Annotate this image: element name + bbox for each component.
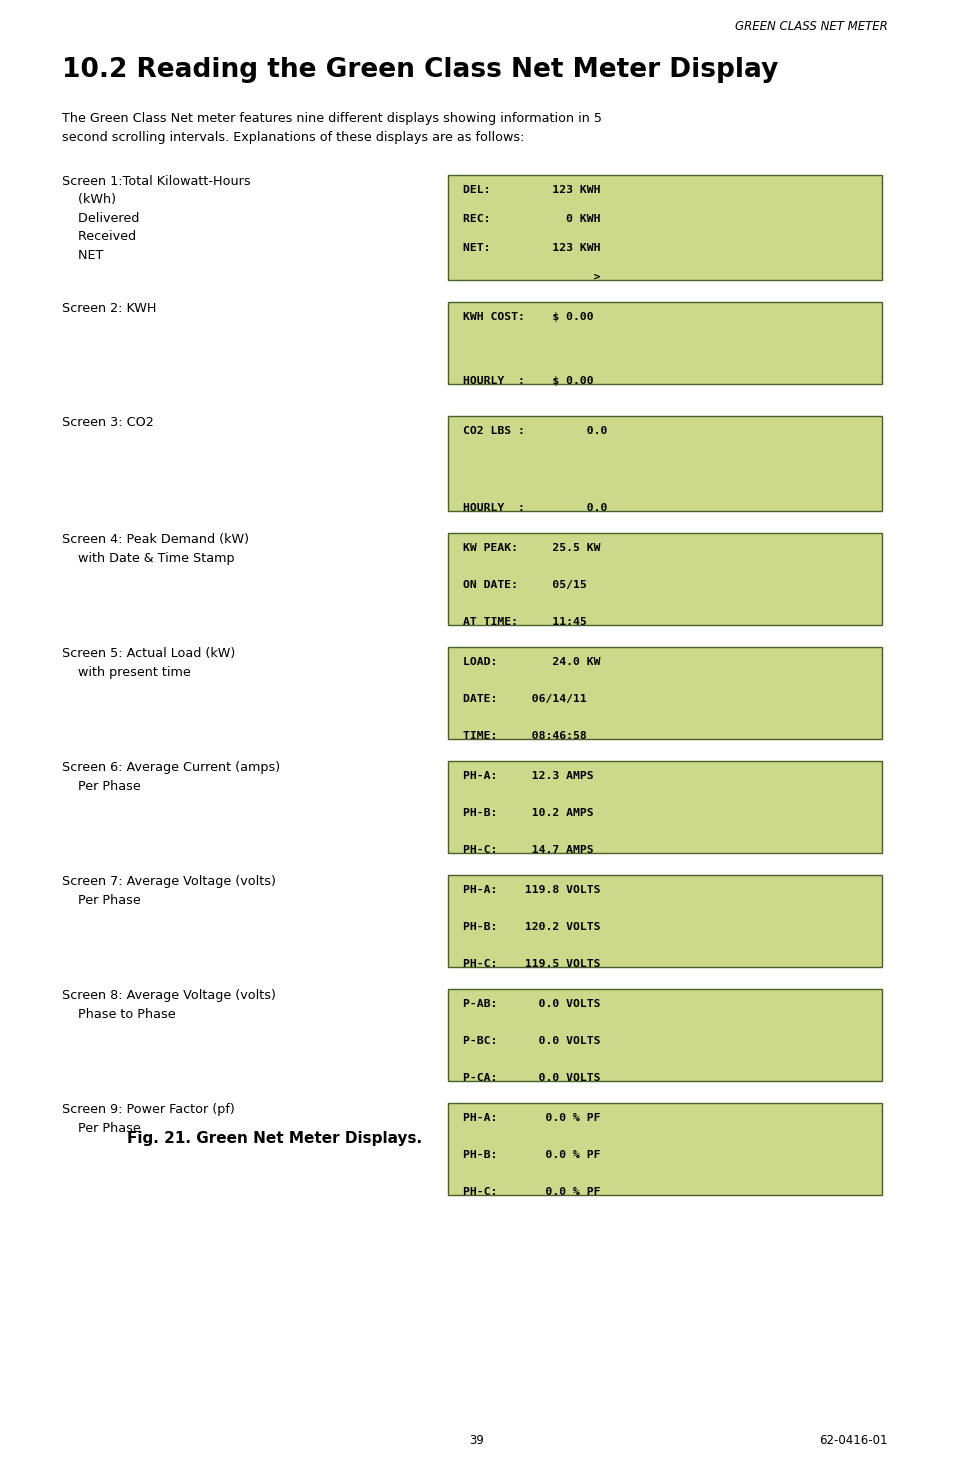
Text: Screen 8: Average Voltage (volts)
    Phase to Phase: Screen 8: Average Voltage (volts) Phase … [62,990,275,1021]
Text: PH-A:     12.3 AMPS: PH-A: 12.3 AMPS [462,771,593,780]
Text: >: > [462,271,599,282]
Text: PH-C:    119.5 VOLTS: PH-C: 119.5 VOLTS [462,959,599,969]
Text: P-AB:      0.0 VOLTS: P-AB: 0.0 VOLTS [462,999,599,1009]
Text: LOAD:        24.0 KW: LOAD: 24.0 KW [462,656,599,667]
Text: PH-B:    120.2 VOLTS: PH-B: 120.2 VOLTS [462,922,599,932]
Text: Screen 9: Power Factor (pf)
    Per Phase: Screen 9: Power Factor (pf) Per Phase [62,1103,234,1134]
FancyBboxPatch shape [448,990,882,1081]
Text: Screen 5: Actual Load (kW)
    with present time: Screen 5: Actual Load (kW) with present … [62,648,235,678]
Text: HOURLY  :         0.0: HOURLY : 0.0 [462,503,607,513]
Text: Screen 2: KWH: Screen 2: KWH [62,302,156,316]
Text: PH-A:    119.8 VOLTS: PH-A: 119.8 VOLTS [462,885,599,895]
Text: NET:         123 KWH: NET: 123 KWH [462,243,599,254]
Text: 10.2 Reading the Green Class Net Meter Display: 10.2 Reading the Green Class Net Meter D… [62,58,778,83]
Text: Screen 3: CO2: Screen 3: CO2 [62,416,153,429]
Text: PH-A:       0.0 % PF: PH-A: 0.0 % PF [462,1114,599,1122]
Text: GREEN CLASS NET METER: GREEN CLASS NET METER [735,21,887,32]
Text: PH-B:       0.0 % PF: PH-B: 0.0 % PF [462,1150,599,1159]
Text: TIME:     08:46:58: TIME: 08:46:58 [462,732,586,740]
Text: HOURLY  :    $ 0.00: HOURLY : $ 0.00 [462,376,593,386]
FancyBboxPatch shape [448,875,882,968]
FancyBboxPatch shape [448,761,882,853]
Text: 39: 39 [469,1434,484,1447]
Text: DATE:     06/14/11: DATE: 06/14/11 [462,695,586,704]
Text: Screen 6: Average Current (amps)
    Per Phase: Screen 6: Average Current (amps) Per Pha… [62,761,280,792]
FancyBboxPatch shape [448,416,882,510]
Text: P-CA:      0.0 VOLTS: P-CA: 0.0 VOLTS [462,1072,599,1083]
Text: KW PEAK:     25.5 KW: KW PEAK: 25.5 KW [462,543,599,553]
Text: AT TIME:     11:45: AT TIME: 11:45 [462,617,586,627]
Text: Screen 4: Peak Demand (kW)
    with Date & Time Stamp: Screen 4: Peak Demand (kW) with Date & T… [62,532,249,565]
Text: Screen 7: Average Voltage (volts)
    Per Phase: Screen 7: Average Voltage (volts) Per Ph… [62,875,275,907]
FancyBboxPatch shape [448,532,882,625]
Text: The Green Class Net meter features nine different displays showing information i: The Green Class Net meter features nine … [62,112,601,143]
Text: KWH COST:    $ 0.00: KWH COST: $ 0.00 [462,313,593,322]
Text: DEL:         123 KWH: DEL: 123 KWH [462,184,599,195]
FancyBboxPatch shape [448,176,882,280]
Text: PH-C:     14.7 AMPS: PH-C: 14.7 AMPS [462,845,593,856]
Text: P-BC:      0.0 VOLTS: P-BC: 0.0 VOLTS [462,1035,599,1046]
Text: PH-C:       0.0 % PF: PH-C: 0.0 % PF [462,1187,599,1198]
Text: 62-0416-01: 62-0416-01 [819,1434,887,1447]
Text: Fig. 21. Green Net Meter Displays.: Fig. 21. Green Net Meter Displays. [127,1131,421,1146]
Text: PH-B:     10.2 AMPS: PH-B: 10.2 AMPS [462,808,593,819]
FancyBboxPatch shape [448,302,882,384]
Text: CO2 LBS :         0.0: CO2 LBS : 0.0 [462,426,607,437]
Text: Screen 1:Total Kilowatt-Hours
    (kWh)
    Delivered
    Received
    NET: Screen 1:Total Kilowatt-Hours (kWh) Deli… [62,176,251,263]
FancyBboxPatch shape [448,648,882,739]
Text: REC:           0 KWH: REC: 0 KWH [462,214,599,224]
Text: ON DATE:     05/15: ON DATE: 05/15 [462,580,586,590]
FancyBboxPatch shape [448,1103,882,1195]
